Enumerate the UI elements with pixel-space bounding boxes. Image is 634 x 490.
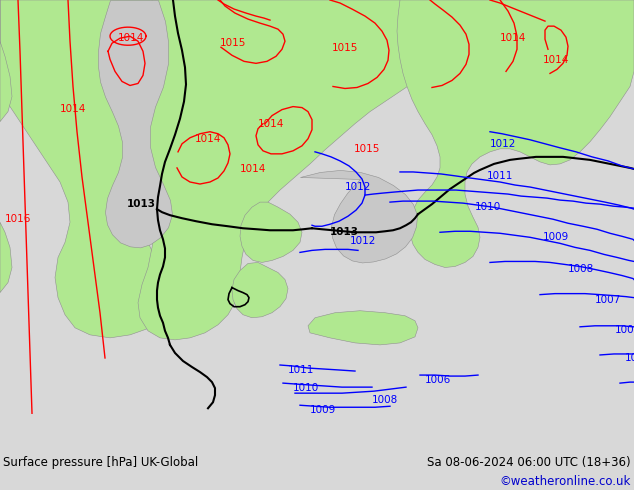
Text: 1014: 1014 — [60, 103, 86, 114]
Text: 1005: 1005 — [625, 353, 634, 363]
Text: 1012: 1012 — [490, 139, 516, 149]
Text: 1014: 1014 — [195, 134, 221, 144]
Text: 1011: 1011 — [487, 171, 514, 181]
Text: 1008: 1008 — [568, 264, 594, 273]
Text: 1006: 1006 — [615, 325, 634, 335]
Text: 1014: 1014 — [500, 33, 526, 43]
Text: 1014: 1014 — [118, 33, 145, 43]
Text: 1010: 1010 — [293, 383, 320, 393]
Text: 1015: 1015 — [220, 38, 247, 48]
Text: 1015: 1015 — [332, 43, 358, 53]
Text: 1015: 1015 — [354, 144, 380, 154]
Text: 1012: 1012 — [350, 236, 377, 246]
Text: 1013: 1013 — [330, 227, 359, 237]
Text: 1013: 1013 — [127, 199, 156, 209]
Text: 1014: 1014 — [543, 55, 569, 65]
Text: 1007: 1007 — [595, 294, 621, 305]
Text: Sa 08-06-2024 06:00 UTC (18+36): Sa 08-06-2024 06:00 UTC (18+36) — [427, 457, 631, 469]
Text: 1016: 1016 — [5, 214, 31, 224]
Text: Surface pressure [hPa] UK-Global: Surface pressure [hPa] UK-Global — [3, 457, 198, 469]
Text: ©weatheronline.co.uk: ©weatheronline.co.uk — [500, 475, 631, 488]
Text: 1006: 1006 — [425, 375, 451, 385]
Text: 1010: 1010 — [475, 202, 501, 212]
Text: 1009: 1009 — [310, 405, 336, 416]
Text: 1008: 1008 — [372, 395, 398, 405]
Text: 1011: 1011 — [288, 365, 314, 375]
Text: 1012: 1012 — [345, 182, 372, 192]
Text: 1014: 1014 — [240, 164, 266, 174]
Text: 1014: 1014 — [258, 119, 285, 129]
Text: 1009: 1009 — [543, 232, 569, 243]
